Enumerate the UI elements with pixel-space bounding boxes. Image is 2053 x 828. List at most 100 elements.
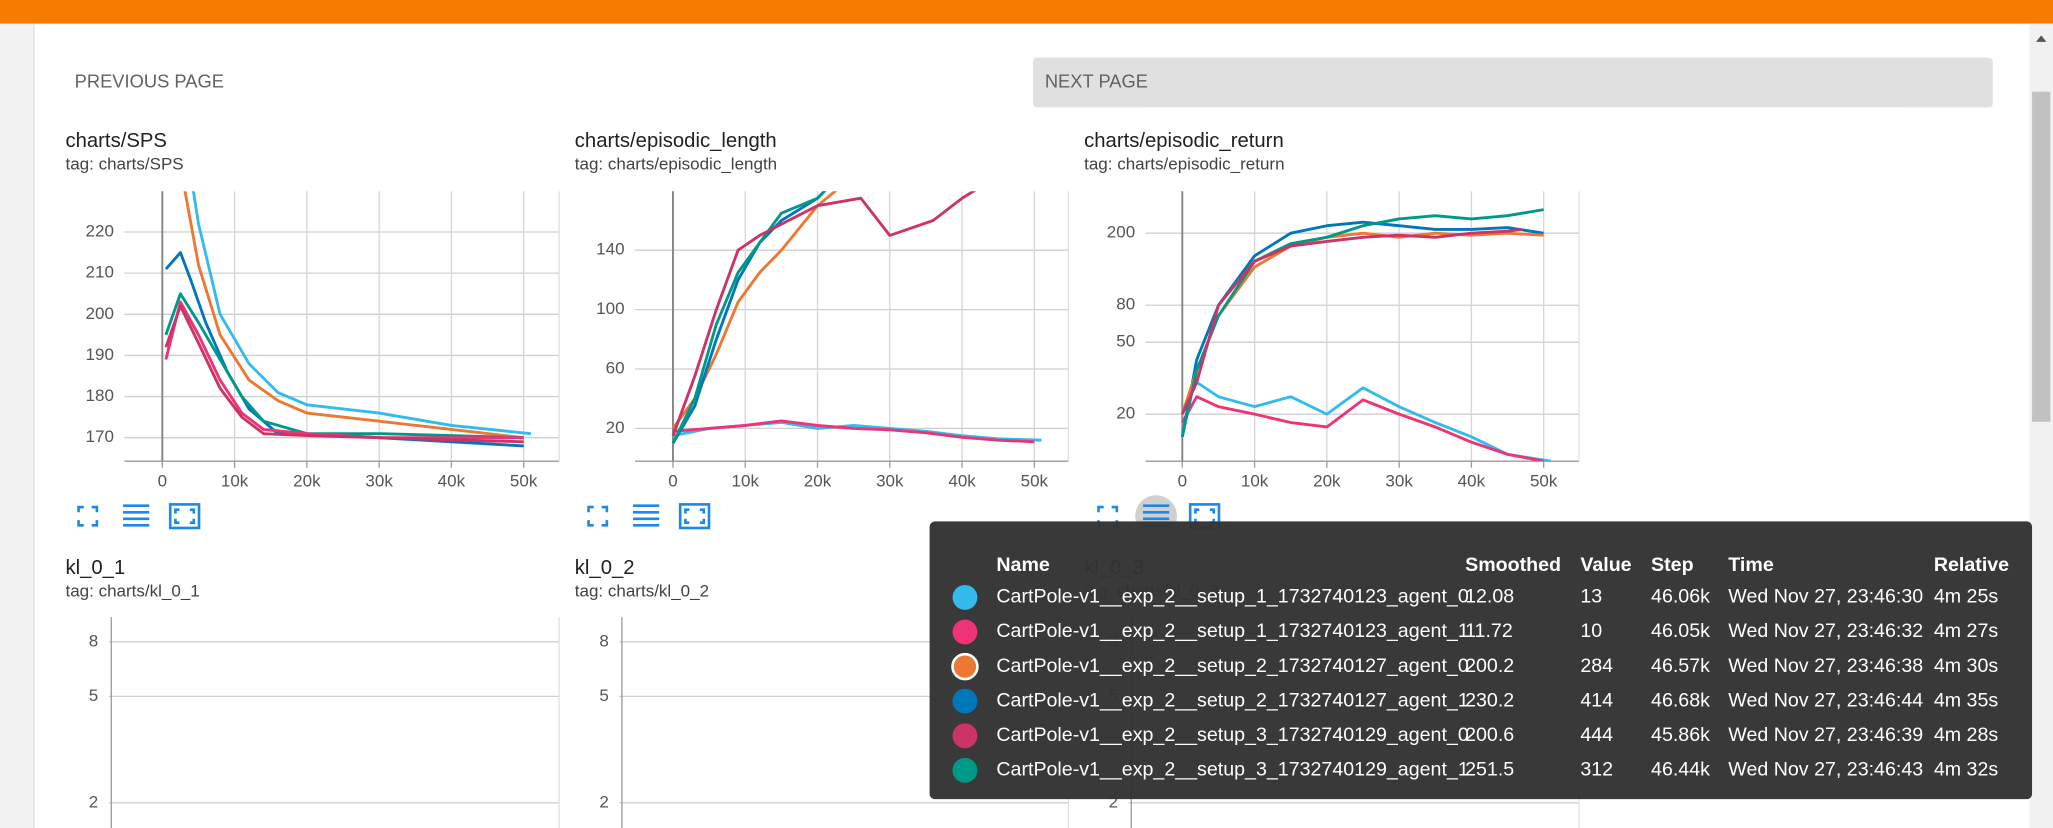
x-tick-label: 40k [948,472,976,491]
series-line [671,191,827,444]
tooltip-swatch [952,584,978,610]
chart-card: kl_0_1 tag: charts/kl_0_1 2 5 8 [65,557,560,828]
tooltip-cell: CartPole-v1__exp_2__setup_2_1732740127_a… [996,655,1468,677]
side-gutter [0,23,35,828]
chart-card: charts/episodic_return tag: charts/episod… [1084,130,1580,538]
next-page-button[interactable] [1033,57,1993,108]
x-tick-label: 30k [365,472,393,491]
icon-shape [168,503,201,530]
x-tick-label: 30k [1385,472,1413,491]
toggle-log-icon[interactable] [1143,504,1170,527]
y-tick-label: 140 [596,240,624,259]
next-page-label[interactable]: NEXT PAGE [1045,70,1148,91]
icon-shape [1143,504,1170,527]
fullscreen-icon[interactable] [1097,505,1119,527]
tooltip-cell: 46.06k [1651,586,1710,608]
tooltip-header: Value [1580,554,1631,576]
tooltip: Name Smoothed Value Step Time Relative CartPol… [929,521,2033,800]
fullscreen-icon[interactable] [587,505,609,527]
series-line [191,191,532,436]
tooltip-cell: CartPole-v1__exp_2__setup_2_1732740127_a… [996,689,1468,711]
chart-card: charts/episodic_length tag: charts/episod… [575,130,1070,530]
tooltip-cell: CartPole-v1__exp_2__setup_1_1732740123_a… [996,586,1468,608]
tooltip-cell: 11.72 [1465,620,1513,642]
tooltip-cell: CartPole-v1__exp_2__setup_3_1732740129_a… [996,724,1468,746]
tooltip-swatch [952,757,978,783]
top-bar [0,0,2053,24]
tooltip-cell: 46.05k [1651,620,1710,642]
y-tick-label: 20 [1116,404,1135,423]
x-tick-label: 10k [1241,472,1269,491]
tooltip-cell: Wed Nov 27, 23:46:44 [1728,689,1923,711]
chart-tag: tag: charts/kl_0_2 [575,582,709,601]
tooltip-cell: Wed Nov 27, 23:46:43 [1728,759,1923,781]
tooltip-header: Smoothed [1465,554,1561,576]
icon-shape [1194,508,1216,525]
icon-shape [123,504,150,527]
tooltip-cell: Wed Nov 27, 23:46:38 [1728,655,1923,677]
y-tick-label: 20 [606,418,625,437]
chart-tag: tag: charts/kl_0_1 [65,582,199,601]
x-tick-label: 10k [732,472,760,491]
tooltip-cell: 46.57k [1651,655,1710,677]
x-tick-label: 20k [804,472,832,491]
tooltip-cell: 45.86k [1651,724,1710,746]
x-tick-label: 0 [1178,472,1187,491]
chart-title: charts/episodic_return [1084,130,1284,152]
scroll-up-arrow[interactable] [2035,35,2047,42]
tooltip-cell: 200.6 [1465,724,1514,746]
chart-title: charts/SPS [65,130,166,152]
chart-card: charts/SPS tag: charts/SPS 170 180 190 200 210… [65,130,560,530]
x-tick-label: 10k [221,472,249,491]
y-tick-label: 200 [1107,223,1135,242]
tooltip-swatch [952,619,978,645]
tooltip-cell: 4m 25s [1934,586,1999,608]
series-line [1180,227,1523,415]
tooltip-cell: 4m 27s [1934,620,1999,642]
tooltip-swatch [952,688,978,714]
icon-shape [1097,505,1119,527]
y-tick-label: 2 [89,792,98,811]
y-tick-label: 50 [1116,332,1135,351]
x-tick-label: 30k [876,472,904,491]
icon-shape [174,508,196,525]
x-tick-label: 40k [438,472,466,491]
tooltip-cell: Wed Nov 27, 23:46:32 [1728,620,1923,642]
fit-domain-icon[interactable] [168,503,201,530]
y-tick-label: 170 [86,427,114,446]
series-line [1180,208,1544,438]
tooltip-cell: CartPole-v1__exp_2__setup_1_1732740123_a… [996,620,1468,642]
tooltip-cell: 46.68k [1651,689,1710,711]
y-tick-label: 180 [86,386,114,405]
tooltip-cell: 4m 35s [1934,689,1999,711]
tooltip-cell: 46.44k [1651,759,1710,781]
tooltip-cell: 284 [1580,655,1613,677]
icon-shape [77,505,99,527]
chart-title: charts/episodic_length [575,130,777,152]
y-tick-label: 220 [86,222,114,241]
tooltip-cell: 4m 30s [1934,655,1999,677]
x-tick-label: 50k [510,472,538,491]
scrollbar-thumb[interactable] [2032,91,2051,422]
x-tick-label: 20k [1313,472,1341,491]
icon-shape [684,508,706,525]
fit-domain-icon[interactable] [678,503,711,530]
y-tick-label: 100 [596,299,624,318]
tooltip-box [929,521,2033,800]
toggle-log-icon[interactable] [633,504,660,527]
fullscreen-icon[interactable] [77,505,99,527]
x-tick-label: 20k [293,472,321,491]
tooltip-cell: 200.2 [1465,655,1514,677]
previous-page-button[interactable]: PREVIOUS PAGE [75,70,224,91]
tooltip-cell: 4m 32s [1934,759,1999,781]
x-tick-label: 40k [1458,472,1486,491]
chart-tag: tag: charts/episodic_return [1084,155,1284,174]
chart-title: kl_0_1 [65,557,125,579]
tooltip-header: Time [1728,554,1774,576]
y-tick-label: 80 [1116,295,1135,314]
tooltip-header: Relative [1934,554,2009,576]
toggle-log-icon[interactable] [123,504,150,527]
tooltip-cell: 251.5 [1465,759,1514,781]
